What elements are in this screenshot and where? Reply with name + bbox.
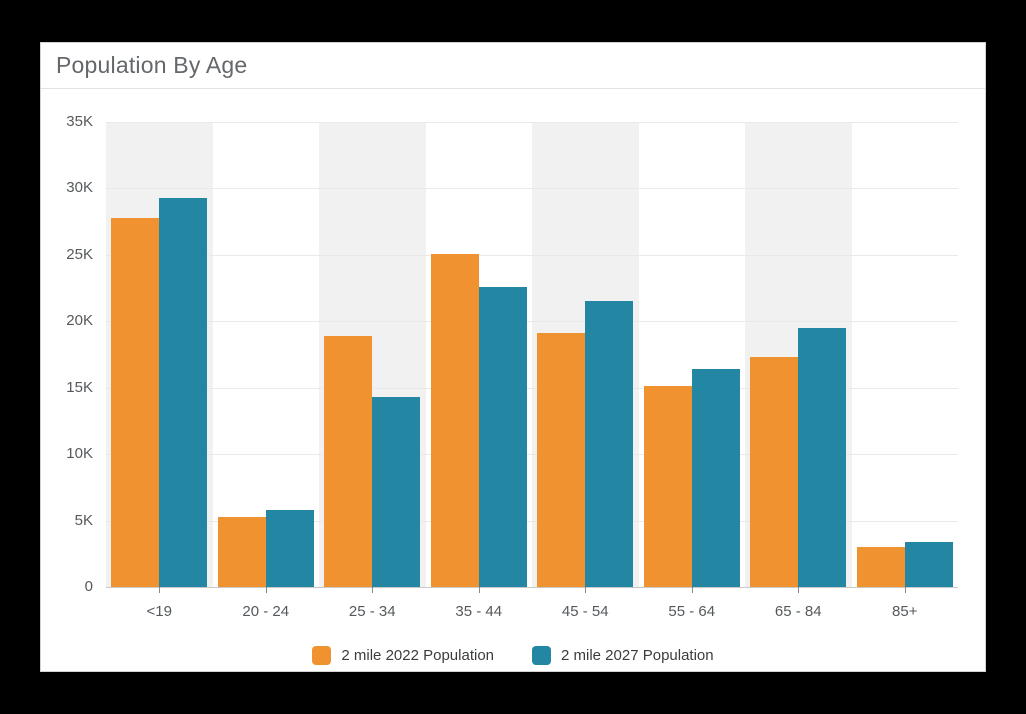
bar-series1-45 - 54[interactable] xyxy=(585,301,634,587)
y-axis-label: 0 xyxy=(84,578,93,595)
x-axis-tick xyxy=(904,587,906,593)
chart-area: 0 5K 10K 15K 20K 25K 30K 35K <19 20 - 24 25 - 34 3… xyxy=(41,90,985,671)
y-axis-label: 35K xyxy=(66,113,93,130)
legend-label-2027: 2 mile 2027 Population xyxy=(561,647,714,664)
legend-swatch-2022 xyxy=(312,646,332,665)
y-axis-label: 30K xyxy=(66,179,93,197)
bar-series0-35 - 44[interactable] xyxy=(430,254,479,587)
chart-title: Population By Age xyxy=(56,52,248,78)
x-axis-tick xyxy=(478,587,480,593)
bar-series1-25 - 34[interactable] xyxy=(372,397,421,587)
gridline xyxy=(106,254,958,256)
bar-series0-65 - 84[interactable] xyxy=(750,357,799,587)
bar-series1-20 - 24[interactable] xyxy=(265,510,314,587)
bar-series1-35 - 44[interactable] xyxy=(478,287,527,587)
gridline xyxy=(106,520,958,522)
bar-series0-25 - 34[interactable] xyxy=(324,336,373,587)
gridline xyxy=(106,188,958,190)
legend-item-2027-population[interactable]: 2 mile 2027 Population xyxy=(532,646,714,665)
y-axis-label: 10K xyxy=(66,445,93,463)
bar-series0-20 - 24[interactable] xyxy=(217,517,266,587)
y-axis-label: 15K xyxy=(66,378,93,396)
bar-series0-45 - 54[interactable] xyxy=(537,333,586,587)
y-axis-label: 20K xyxy=(66,312,93,330)
legend-swatch-2027 xyxy=(532,646,551,665)
x-axis-line xyxy=(106,587,958,588)
x-axis-label: 25 - 34 xyxy=(348,603,396,620)
legend-item-2022-population[interactable]: 2 mile 2022 Population xyxy=(312,646,494,665)
bar-series0-<19[interactable] xyxy=(111,218,160,587)
x-axis-label: 35 - 44 xyxy=(455,603,503,620)
bar-series1-55 - 64[interactable] xyxy=(691,369,740,587)
gridline xyxy=(106,321,958,323)
legend-label-2022: 2 mile 2022 Population xyxy=(341,647,494,664)
bar-series1-<19[interactable] xyxy=(159,198,208,587)
x-axis-label: 20 - 24 xyxy=(242,603,290,620)
x-axis-tick xyxy=(585,587,587,593)
gridline xyxy=(106,387,958,389)
x-axis-label: 85+ xyxy=(892,603,918,620)
chart-legend: 2 mile 2022 Population 2 mile 2027 Popul… xyxy=(41,646,985,665)
x-axis-tick xyxy=(691,587,693,593)
bar-series0-55 - 64[interactable] xyxy=(643,386,692,587)
card-header: Population By Age xyxy=(41,43,985,89)
gridline xyxy=(106,454,958,456)
x-axis-tick xyxy=(265,587,267,593)
x-axis-label: 65 - 84 xyxy=(774,603,822,620)
plot-area xyxy=(106,122,958,588)
bar-series1-65 - 84[interactable] xyxy=(798,328,847,587)
y-axis-label: 5K xyxy=(74,511,93,529)
bar-series1-85+[interactable] xyxy=(904,542,953,587)
x-axis-tick xyxy=(159,587,161,593)
x-axis-label: 45 - 54 xyxy=(561,603,609,620)
x-axis-tick xyxy=(372,587,374,593)
x-axis-tick xyxy=(798,587,800,593)
y-axis-label: 25K xyxy=(66,245,93,263)
x-axis-label: <19 xyxy=(146,603,172,620)
bar-series0-85+[interactable] xyxy=(856,547,905,587)
x-axis-label: 55 - 64 xyxy=(668,603,716,620)
population-by-age-card: Population By Age 0 5K 10K 15K 20K 25K 30K 35K … xyxy=(40,42,986,672)
gridline xyxy=(106,122,958,123)
